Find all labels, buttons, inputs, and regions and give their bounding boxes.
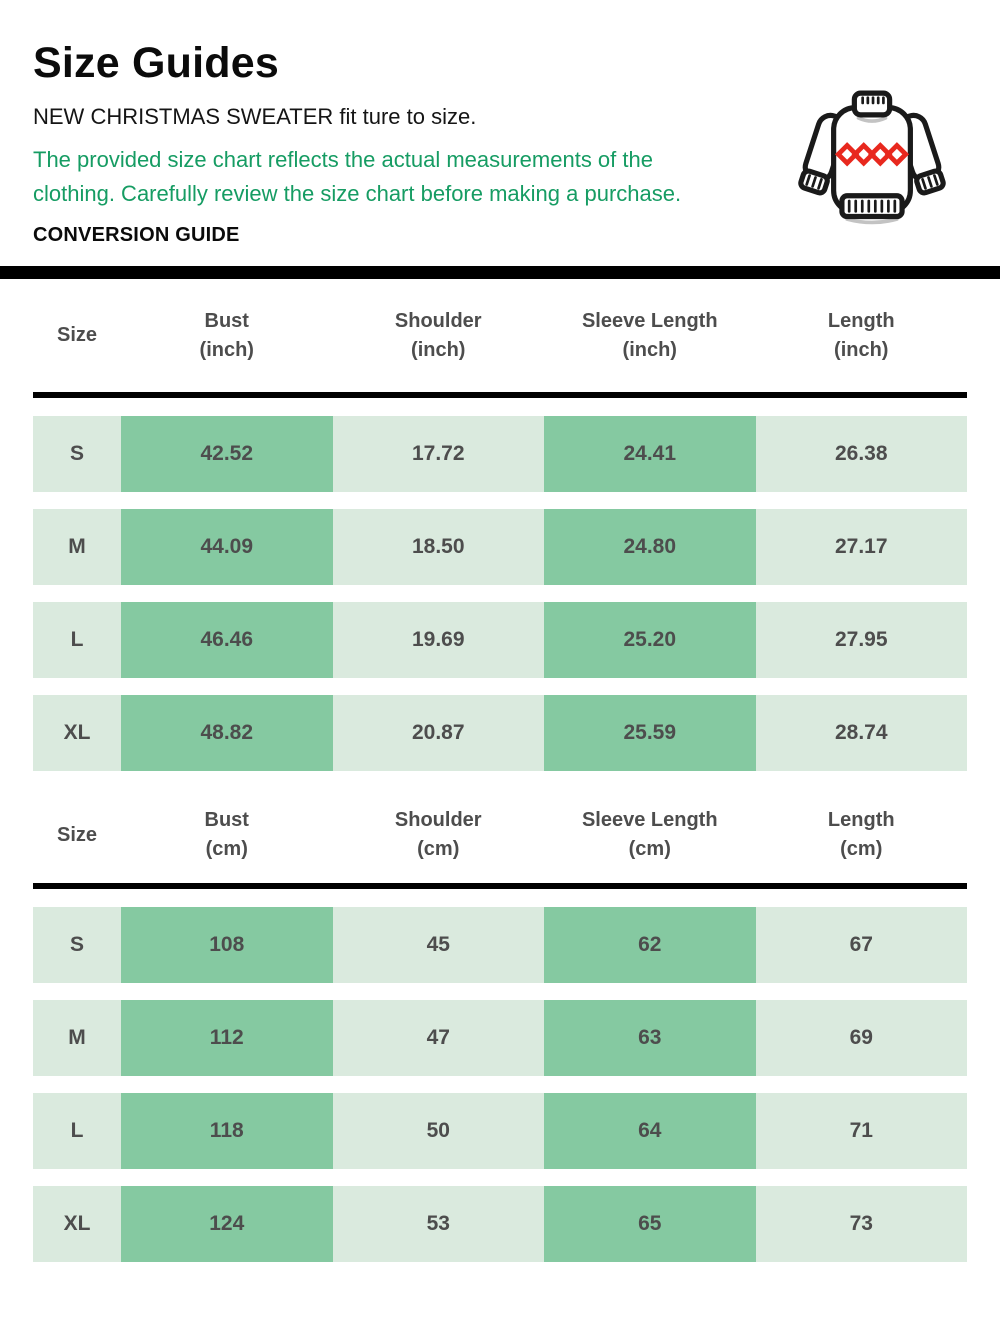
- column-unit: (cm): [417, 838, 460, 861]
- column-label: Sleeve Length: [581, 309, 718, 332]
- size-cell: M: [33, 1000, 121, 1077]
- sleeve-length-cell: 24.80: [544, 509, 756, 586]
- shoulder-cell: 47: [332, 1000, 544, 1077]
- size-cell: XL: [33, 695, 121, 772]
- table-row-l: L 46.46 19.69 25.20 27.95: [33, 602, 967, 679]
- table-row-l: L 118 50 64 71: [33, 1093, 967, 1170]
- column-header-sleeve-length: Sleeve Length (cm): [544, 806, 756, 864]
- section-divider: [0, 266, 1000, 280]
- shoulder-cell: 19.69: [332, 602, 544, 679]
- column-label: Bust: [204, 309, 249, 332]
- size-cell: XL: [33, 1186, 121, 1263]
- sleeve-length-cell: 25.20: [544, 602, 756, 679]
- size-table-inch: Size Bust (inch) Shoulder (inch) Sleeve …: [33, 279, 968, 772]
- sleeve-length-cell: 64: [544, 1093, 756, 1170]
- length-cell: 26.38: [755, 416, 967, 493]
- length-cell: 27.17: [755, 509, 967, 586]
- column-header-length: Length (cm): [756, 806, 968, 864]
- column-header-size: Size: [33, 821, 121, 850]
- column-header-sleeve-length: Sleeve Length (inch): [544, 307, 756, 365]
- table-row-xl: XL 124 53 65 73: [33, 1186, 967, 1263]
- size-cell: L: [33, 602, 121, 679]
- column-header-bust: Bust (inch): [121, 307, 333, 365]
- column-header-length: Length (inch): [756, 307, 968, 365]
- measurement-note: The provided size chart reflects the act…: [33, 147, 682, 207]
- shoulder-cell: 20.87: [332, 695, 544, 772]
- sleeve-length-cell: 24.41: [544, 416, 756, 493]
- table-row-xl: XL 48.82 20.87 25.59 28.74: [33, 695, 967, 772]
- bust-cell: 42.52: [121, 416, 333, 493]
- table-body-cm: S 108 45 62 67 M 112 47 63 69 L 118 50 6…: [33, 907, 967, 1263]
- table-row-m: M 44.09 18.50 24.80 27.17: [33, 509, 967, 586]
- fit-subtitle: NEW CHRISTMAS SWEATER fit ture to size.: [33, 104, 477, 130]
- column-unit: (inch): [411, 338, 466, 361]
- column-unit: (cm): [628, 838, 671, 861]
- bust-cell: 46.46: [121, 602, 333, 679]
- length-cell: 67: [755, 907, 967, 984]
- bust-cell: 112: [121, 1000, 333, 1077]
- conversion-guide-label: CONVERSION GUIDE: [33, 224, 240, 247]
- size-cell: M: [33, 509, 121, 586]
- sweater-icon: [798, 90, 946, 225]
- page-title: Size Guides: [33, 39, 279, 87]
- bust-cell: 108: [121, 907, 333, 984]
- table-row-s: S 42.52 17.72 24.41 26.38: [33, 416, 967, 493]
- column-header-shoulder: Shoulder (inch): [333, 307, 545, 365]
- column-unit: (inch): [622, 338, 677, 361]
- bust-cell: 118: [121, 1093, 333, 1170]
- table-body-inch: S 42.52 17.72 24.41 26.38 M 44.09 18.50 …: [33, 416, 967, 772]
- column-unit: (cm): [840, 838, 883, 861]
- column-label: Length: [827, 809, 895, 832]
- shoulder-cell: 50: [332, 1093, 544, 1170]
- sleeve-length-cell: 25.59: [544, 695, 756, 772]
- column-unit: (cm): [205, 838, 248, 861]
- table-row-s: S 108 45 62 67: [33, 907, 967, 984]
- length-cell: 69: [755, 1000, 967, 1077]
- bust-cell: 44.09: [121, 509, 333, 586]
- sleeve-length-cell: 62: [544, 907, 756, 984]
- column-unit: (inch): [199, 338, 254, 361]
- shoulder-cell: 18.50: [332, 509, 544, 586]
- length-cell: 71: [755, 1093, 967, 1170]
- length-cell: 73: [755, 1186, 967, 1263]
- column-label: Sleeve Length: [581, 809, 718, 832]
- column-label: Shoulder: [394, 309, 482, 332]
- column-header-size: Size: [33, 321, 121, 350]
- length-cell: 27.95: [755, 602, 967, 679]
- table-header-cm: Size Bust (cm) Shoulder (cm) Sleeve Leng…: [33, 787, 968, 890]
- table-row-m: M 112 47 63 69: [33, 1000, 967, 1077]
- column-label: Shoulder: [394, 809, 482, 832]
- bust-cell: 124: [121, 1186, 333, 1263]
- column-label: Size: [56, 823, 98, 846]
- column-header-shoulder: Shoulder (cm): [333, 806, 545, 864]
- shoulder-cell: 17.72: [332, 416, 544, 493]
- table-header-inch: Size Bust (inch) Shoulder (inch) Sleeve …: [33, 279, 968, 399]
- column-label: Length: [827, 309, 895, 332]
- shoulder-cell: 53: [332, 1186, 544, 1263]
- size-cell: S: [33, 907, 121, 984]
- bust-cell: 48.82: [121, 695, 333, 772]
- size-cell: L: [33, 1093, 121, 1170]
- shoulder-cell: 45: [332, 907, 544, 984]
- column-label: Bust: [204, 809, 249, 832]
- size-cell: S: [33, 416, 121, 493]
- intro-section: Size Guides NEW CHRISTMAS SWEATER fit tu…: [0, 0, 1000, 247]
- sleeve-length-cell: 65: [544, 1186, 756, 1263]
- column-header-bust: Bust (cm): [121, 806, 333, 864]
- column-label: Size: [56, 324, 98, 347]
- sleeve-length-cell: 63: [544, 1000, 756, 1077]
- size-table-cm: Size Bust (cm) Shoulder (cm) Sleeve Leng…: [33, 787, 968, 1263]
- length-cell: 28.74: [755, 695, 967, 772]
- column-unit: (inch): [834, 338, 889, 361]
